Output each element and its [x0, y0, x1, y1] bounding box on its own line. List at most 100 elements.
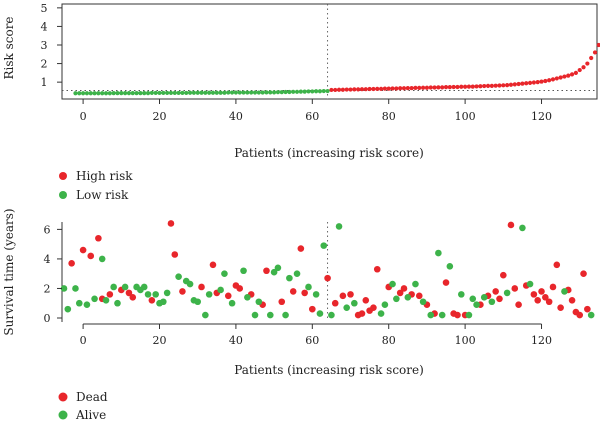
- x-tick-label: 80: [382, 334, 396, 347]
- high-risk-point: [482, 83, 487, 89]
- risk-score-x-label: Patients (increasing risk score): [234, 146, 424, 160]
- low-risk-point: [168, 90, 174, 96]
- high-risk-point: [527, 80, 533, 85]
- alive-point: [114, 299, 121, 307]
- high-risk-point: [333, 87, 338, 93]
- low-risk-point: [77, 91, 82, 96]
- low-risk-point: [145, 91, 151, 96]
- high-risk-point: [390, 86, 395, 91]
- high-risk-point: [470, 84, 475, 89]
- status-legend: Dead Alive: [58, 390, 108, 422]
- high-risk-point: [432, 85, 437, 90]
- x-tick-label: 40: [229, 110, 243, 123]
- high-risk-point: [394, 86, 399, 91]
- high-risk-point: [398, 86, 403, 91]
- high-risk-point: [386, 86, 391, 91]
- x-tick-label: 100: [455, 334, 476, 347]
- dead-point: [347, 291, 354, 298]
- risk-score-points: [73, 42, 600, 96]
- risk-score-plot-frame: [61, 3, 598, 100]
- dead-point: [148, 296, 156, 304]
- high-risk-point: [493, 83, 498, 88]
- alive-point: [240, 267, 247, 275]
- dead-point: [79, 246, 87, 254]
- low-risk-point: [184, 90, 189, 96]
- alive-point: [217, 286, 224, 294]
- low-risk-point: [172, 90, 177, 96]
- low-risk-point: [226, 90, 231, 95]
- low-risk-point: [310, 89, 315, 94]
- low-risk-point: [237, 90, 242, 95]
- low-risk-point: [165, 90, 170, 96]
- dead-point: [87, 252, 95, 260]
- dead-legend-marker: [58, 392, 68, 402]
- low-risk-point: [275, 90, 281, 95]
- low-risk-point: [249, 90, 254, 95]
- risk-score-x-axis: 0 20 40 60 80 100 120: [80, 99, 552, 123]
- low-risk-point: [252, 90, 258, 95]
- alive-point: [274, 264, 282, 272]
- low-risk-point: [195, 90, 200, 95]
- high-risk-point: [554, 76, 559, 81]
- low-risk-point: [92, 91, 97, 96]
- high-risk-point: [447, 85, 452, 90]
- dead-point: [171, 251, 179, 258]
- low-risk-point: [126, 91, 132, 96]
- dead-point: [515, 301, 522, 309]
- dead-point: [167, 220, 175, 227]
- alive-point: [519, 224, 526, 232]
- low-risk-point: [119, 91, 124, 96]
- alive-point: [446, 263, 454, 270]
- alive-point: [473, 301, 480, 309]
- dead-point: [331, 299, 339, 307]
- alive-point: [312, 291, 320, 298]
- x-tick-label: 40: [229, 334, 243, 347]
- alive-point: [72, 285, 79, 292]
- high-risk-point: [531, 80, 536, 85]
- high-risk-point: [573, 70, 578, 75]
- high-risk-point: [443, 85, 449, 90]
- high-risk-point: [485, 83, 491, 88]
- high-risk-point: [401, 86, 407, 91]
- dead-point: [454, 311, 461, 319]
- dead-point: [442, 279, 450, 286]
- alive-point: [488, 298, 496, 306]
- alive-point: [305, 283, 312, 291]
- dead-point: [584, 305, 591, 313]
- alive-point: [389, 280, 396, 288]
- x-tick-label: 120: [531, 110, 552, 123]
- high-risk-point: [371, 86, 376, 92]
- alive-point: [251, 311, 259, 319]
- high-risk-point: [592, 50, 598, 55]
- low-risk-point: [115, 91, 120, 96]
- high-risk-point: [405, 85, 410, 91]
- high-risk-legend-marker: [59, 172, 67, 180]
- dead-point: [289, 288, 297, 295]
- high-risk-point: [463, 84, 468, 89]
- low-risk-point: [314, 89, 319, 94]
- alive-point: [194, 298, 202, 306]
- dead-point: [511, 285, 519, 292]
- alive-point: [561, 288, 568, 295]
- x-tick-label: 60: [305, 334, 319, 347]
- high-risk-point: [459, 84, 464, 89]
- low-risk-point: [88, 91, 93, 96]
- dead-point: [576, 311, 584, 319]
- dead-point: [198, 283, 205, 291]
- alive-point: [381, 301, 389, 309]
- x-tick-label: 100: [455, 110, 476, 123]
- low-risk-legend-marker: [59, 191, 67, 199]
- low-risk-point: [283, 89, 288, 95]
- low-risk-point: [138, 91, 143, 96]
- low-risk-point: [134, 91, 139, 96]
- survival-panel: 0 20 40 60 80 100 120 0 2 4 6 Patients (increasin…: [2, 208, 595, 422]
- alive-point: [152, 291, 159, 298]
- low-risk-point: [233, 90, 239, 95]
- high-risk-point: [558, 75, 563, 80]
- low-risk-point: [317, 89, 323, 94]
- high-risk-point: [547, 78, 552, 83]
- alive-point: [144, 291, 152, 298]
- high-risk-point: [340, 87, 345, 92]
- high-risk-point: [566, 73, 571, 78]
- high-risk-point: [451, 84, 456, 90]
